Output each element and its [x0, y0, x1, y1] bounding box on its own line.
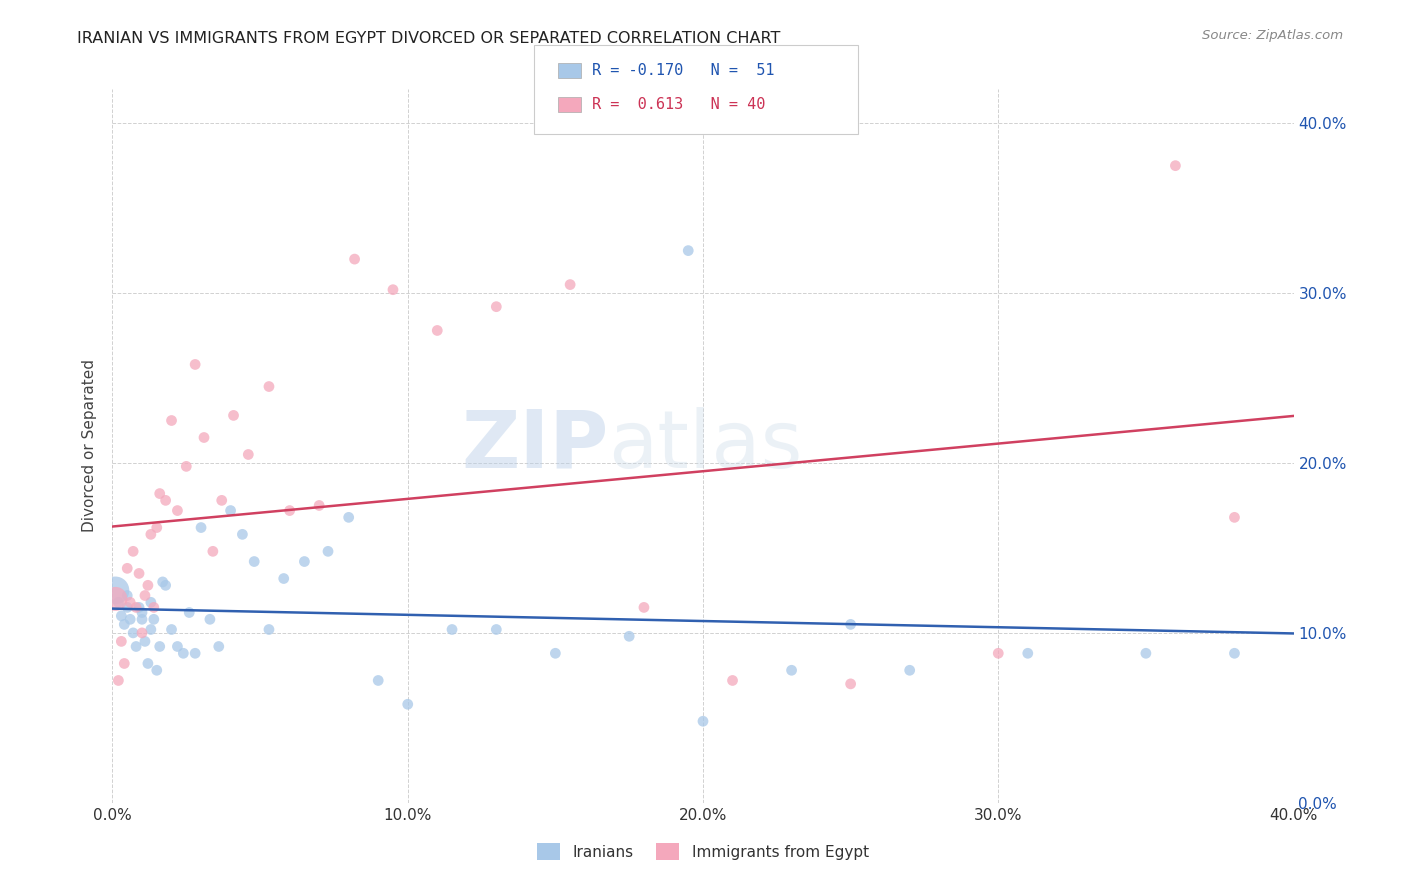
Point [131, 606, 153, 620]
Point [120, 595, 142, 609]
Point [426, 323, 449, 337]
Point [692, 714, 714, 729]
Point [273, 572, 295, 586]
Point [112, 617, 135, 632]
Point [139, 595, 162, 609]
Point [238, 448, 260, 462]
Point [107, 673, 129, 688]
Point [485, 300, 508, 314]
Point [1223, 510, 1246, 524]
Text: ZIP: ZIP [461, 407, 609, 485]
Point [149, 640, 172, 654]
Point [160, 413, 183, 427]
Point [441, 623, 464, 637]
Point [166, 640, 188, 654]
Point [172, 646, 194, 660]
Point [122, 626, 145, 640]
Point [146, 663, 169, 677]
Point [1164, 159, 1187, 173]
Point [107, 595, 129, 609]
Point [131, 612, 153, 626]
Point [231, 527, 253, 541]
Point [166, 503, 188, 517]
Point [122, 544, 145, 558]
Point [308, 499, 330, 513]
Point [316, 544, 339, 558]
Point [110, 634, 132, 648]
Point [211, 493, 233, 508]
Point [160, 623, 183, 637]
Text: atlas: atlas [609, 407, 803, 485]
Point [112, 657, 135, 671]
Text: IRANIAN VS IMMIGRANTS FROM EGYPT DIVORCED OR SEPARATED CORRELATION CHART: IRANIAN VS IMMIGRANTS FROM EGYPT DIVORCE… [77, 31, 780, 46]
Point [152, 574, 174, 589]
Point [142, 612, 165, 626]
Point [104, 583, 127, 598]
Point [278, 503, 301, 517]
Point [544, 646, 567, 660]
Point [190, 520, 212, 534]
Point [633, 600, 655, 615]
Point [780, 663, 803, 677]
Text: R =  0.613   N = 40: R = 0.613 N = 40 [592, 97, 765, 112]
Point [179, 606, 201, 620]
Point [243, 555, 266, 569]
Point [987, 646, 1010, 660]
Point [174, 459, 197, 474]
Point [839, 677, 862, 691]
Point [558, 277, 582, 292]
Point [678, 244, 700, 258]
Point [367, 673, 389, 688]
Point [134, 589, 156, 603]
Point [222, 409, 245, 423]
Point [104, 591, 127, 606]
Point [128, 600, 150, 615]
Point [198, 612, 221, 626]
Point [343, 252, 366, 266]
Point [382, 283, 405, 297]
Point [125, 600, 148, 615]
Point [146, 520, 169, 534]
Point [201, 544, 224, 558]
Point [117, 561, 138, 575]
Point [337, 510, 360, 524]
Point [396, 698, 419, 712]
Point [193, 430, 215, 444]
Point [721, 673, 744, 688]
Point [184, 646, 207, 660]
Point [1223, 646, 1246, 660]
Point [257, 379, 280, 393]
Point [139, 623, 162, 637]
Point [1017, 646, 1039, 660]
Point [136, 657, 159, 671]
Point [149, 486, 172, 500]
Point [142, 600, 165, 615]
Y-axis label: Divorced or Separated: Divorced or Separated [82, 359, 97, 533]
Point [117, 589, 138, 603]
Text: R = -0.170   N =  51: R = -0.170 N = 51 [592, 63, 775, 78]
Point [485, 623, 508, 637]
Point [219, 503, 242, 517]
Legend: Iranians, Immigrants from Egypt: Iranians, Immigrants from Egypt [531, 837, 875, 866]
Point [184, 358, 207, 372]
Point [128, 566, 150, 581]
Point [139, 527, 162, 541]
Point [120, 612, 142, 626]
Point [292, 555, 315, 569]
Point [208, 640, 231, 654]
Point [839, 617, 862, 632]
Point [117, 600, 138, 615]
Point [898, 663, 921, 677]
Point [155, 493, 177, 508]
Point [1135, 646, 1157, 660]
Point [257, 623, 280, 637]
Point [619, 629, 641, 643]
Point [110, 608, 132, 623]
Point [155, 578, 177, 592]
Point [131, 626, 153, 640]
Point [136, 578, 159, 592]
Text: Source: ZipAtlas.com: Source: ZipAtlas.com [1202, 29, 1343, 42]
Point [125, 640, 148, 654]
Point [134, 634, 156, 648]
